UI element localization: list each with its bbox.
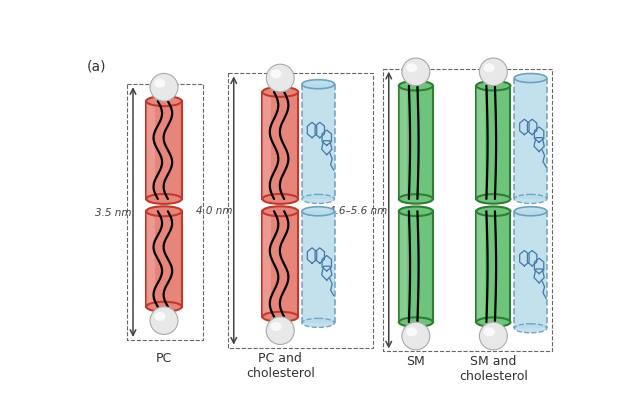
Bar xyxy=(399,87,408,199)
Ellipse shape xyxy=(266,65,294,93)
Bar xyxy=(263,212,298,317)
Text: PC: PC xyxy=(156,352,172,365)
Bar xyxy=(514,212,547,328)
Text: PC and
cholesterol: PC and cholesterol xyxy=(246,352,315,379)
Text: SM and
cholesterol: SM and cholesterol xyxy=(459,354,528,382)
Ellipse shape xyxy=(402,59,430,87)
Ellipse shape xyxy=(263,312,298,322)
Bar xyxy=(399,87,433,199)
Ellipse shape xyxy=(302,195,335,204)
Ellipse shape xyxy=(476,195,510,204)
Bar xyxy=(263,93,298,199)
Text: (a): (a) xyxy=(86,60,106,74)
Ellipse shape xyxy=(514,195,547,204)
Ellipse shape xyxy=(302,207,335,216)
Ellipse shape xyxy=(399,195,433,204)
Bar xyxy=(146,212,155,307)
Bar xyxy=(476,212,510,322)
Bar xyxy=(514,79,547,199)
Ellipse shape xyxy=(154,79,166,88)
Ellipse shape xyxy=(476,318,510,327)
Ellipse shape xyxy=(154,312,166,321)
Ellipse shape xyxy=(514,74,547,83)
Bar xyxy=(146,102,182,199)
Ellipse shape xyxy=(150,74,178,102)
Ellipse shape xyxy=(484,328,495,336)
Ellipse shape xyxy=(514,207,547,216)
Bar xyxy=(263,93,272,199)
Bar xyxy=(302,85,335,199)
Text: SM: SM xyxy=(406,354,425,367)
Bar xyxy=(302,212,335,323)
Ellipse shape xyxy=(266,317,294,344)
Text: 4.6–5.6 nm: 4.6–5.6 nm xyxy=(329,206,387,216)
Bar xyxy=(399,212,433,322)
Text: 4.0 nm: 4.0 nm xyxy=(196,206,232,216)
Ellipse shape xyxy=(484,64,495,73)
Ellipse shape xyxy=(146,97,182,107)
Text: 3.5 nm: 3.5 nm xyxy=(95,207,132,217)
Bar xyxy=(263,212,272,317)
Ellipse shape xyxy=(150,307,178,334)
Ellipse shape xyxy=(270,70,282,79)
Bar xyxy=(476,212,485,322)
Ellipse shape xyxy=(146,207,182,217)
Ellipse shape xyxy=(263,194,298,205)
Bar xyxy=(146,102,155,199)
Ellipse shape xyxy=(263,207,298,217)
Ellipse shape xyxy=(270,322,282,331)
Ellipse shape xyxy=(399,318,433,327)
Ellipse shape xyxy=(302,318,335,328)
Ellipse shape xyxy=(399,82,433,91)
Ellipse shape xyxy=(479,59,507,87)
Ellipse shape xyxy=(302,81,335,89)
Bar xyxy=(399,212,408,322)
Ellipse shape xyxy=(406,328,417,336)
Ellipse shape xyxy=(476,82,510,91)
Bar xyxy=(476,87,485,199)
Ellipse shape xyxy=(146,302,182,312)
Bar xyxy=(476,87,510,199)
Ellipse shape xyxy=(402,322,430,350)
Ellipse shape xyxy=(514,324,547,333)
Bar xyxy=(146,212,182,307)
Ellipse shape xyxy=(146,194,182,205)
Ellipse shape xyxy=(479,322,507,350)
Ellipse shape xyxy=(476,207,510,217)
Ellipse shape xyxy=(406,64,417,73)
Ellipse shape xyxy=(263,88,298,97)
Ellipse shape xyxy=(399,207,433,217)
